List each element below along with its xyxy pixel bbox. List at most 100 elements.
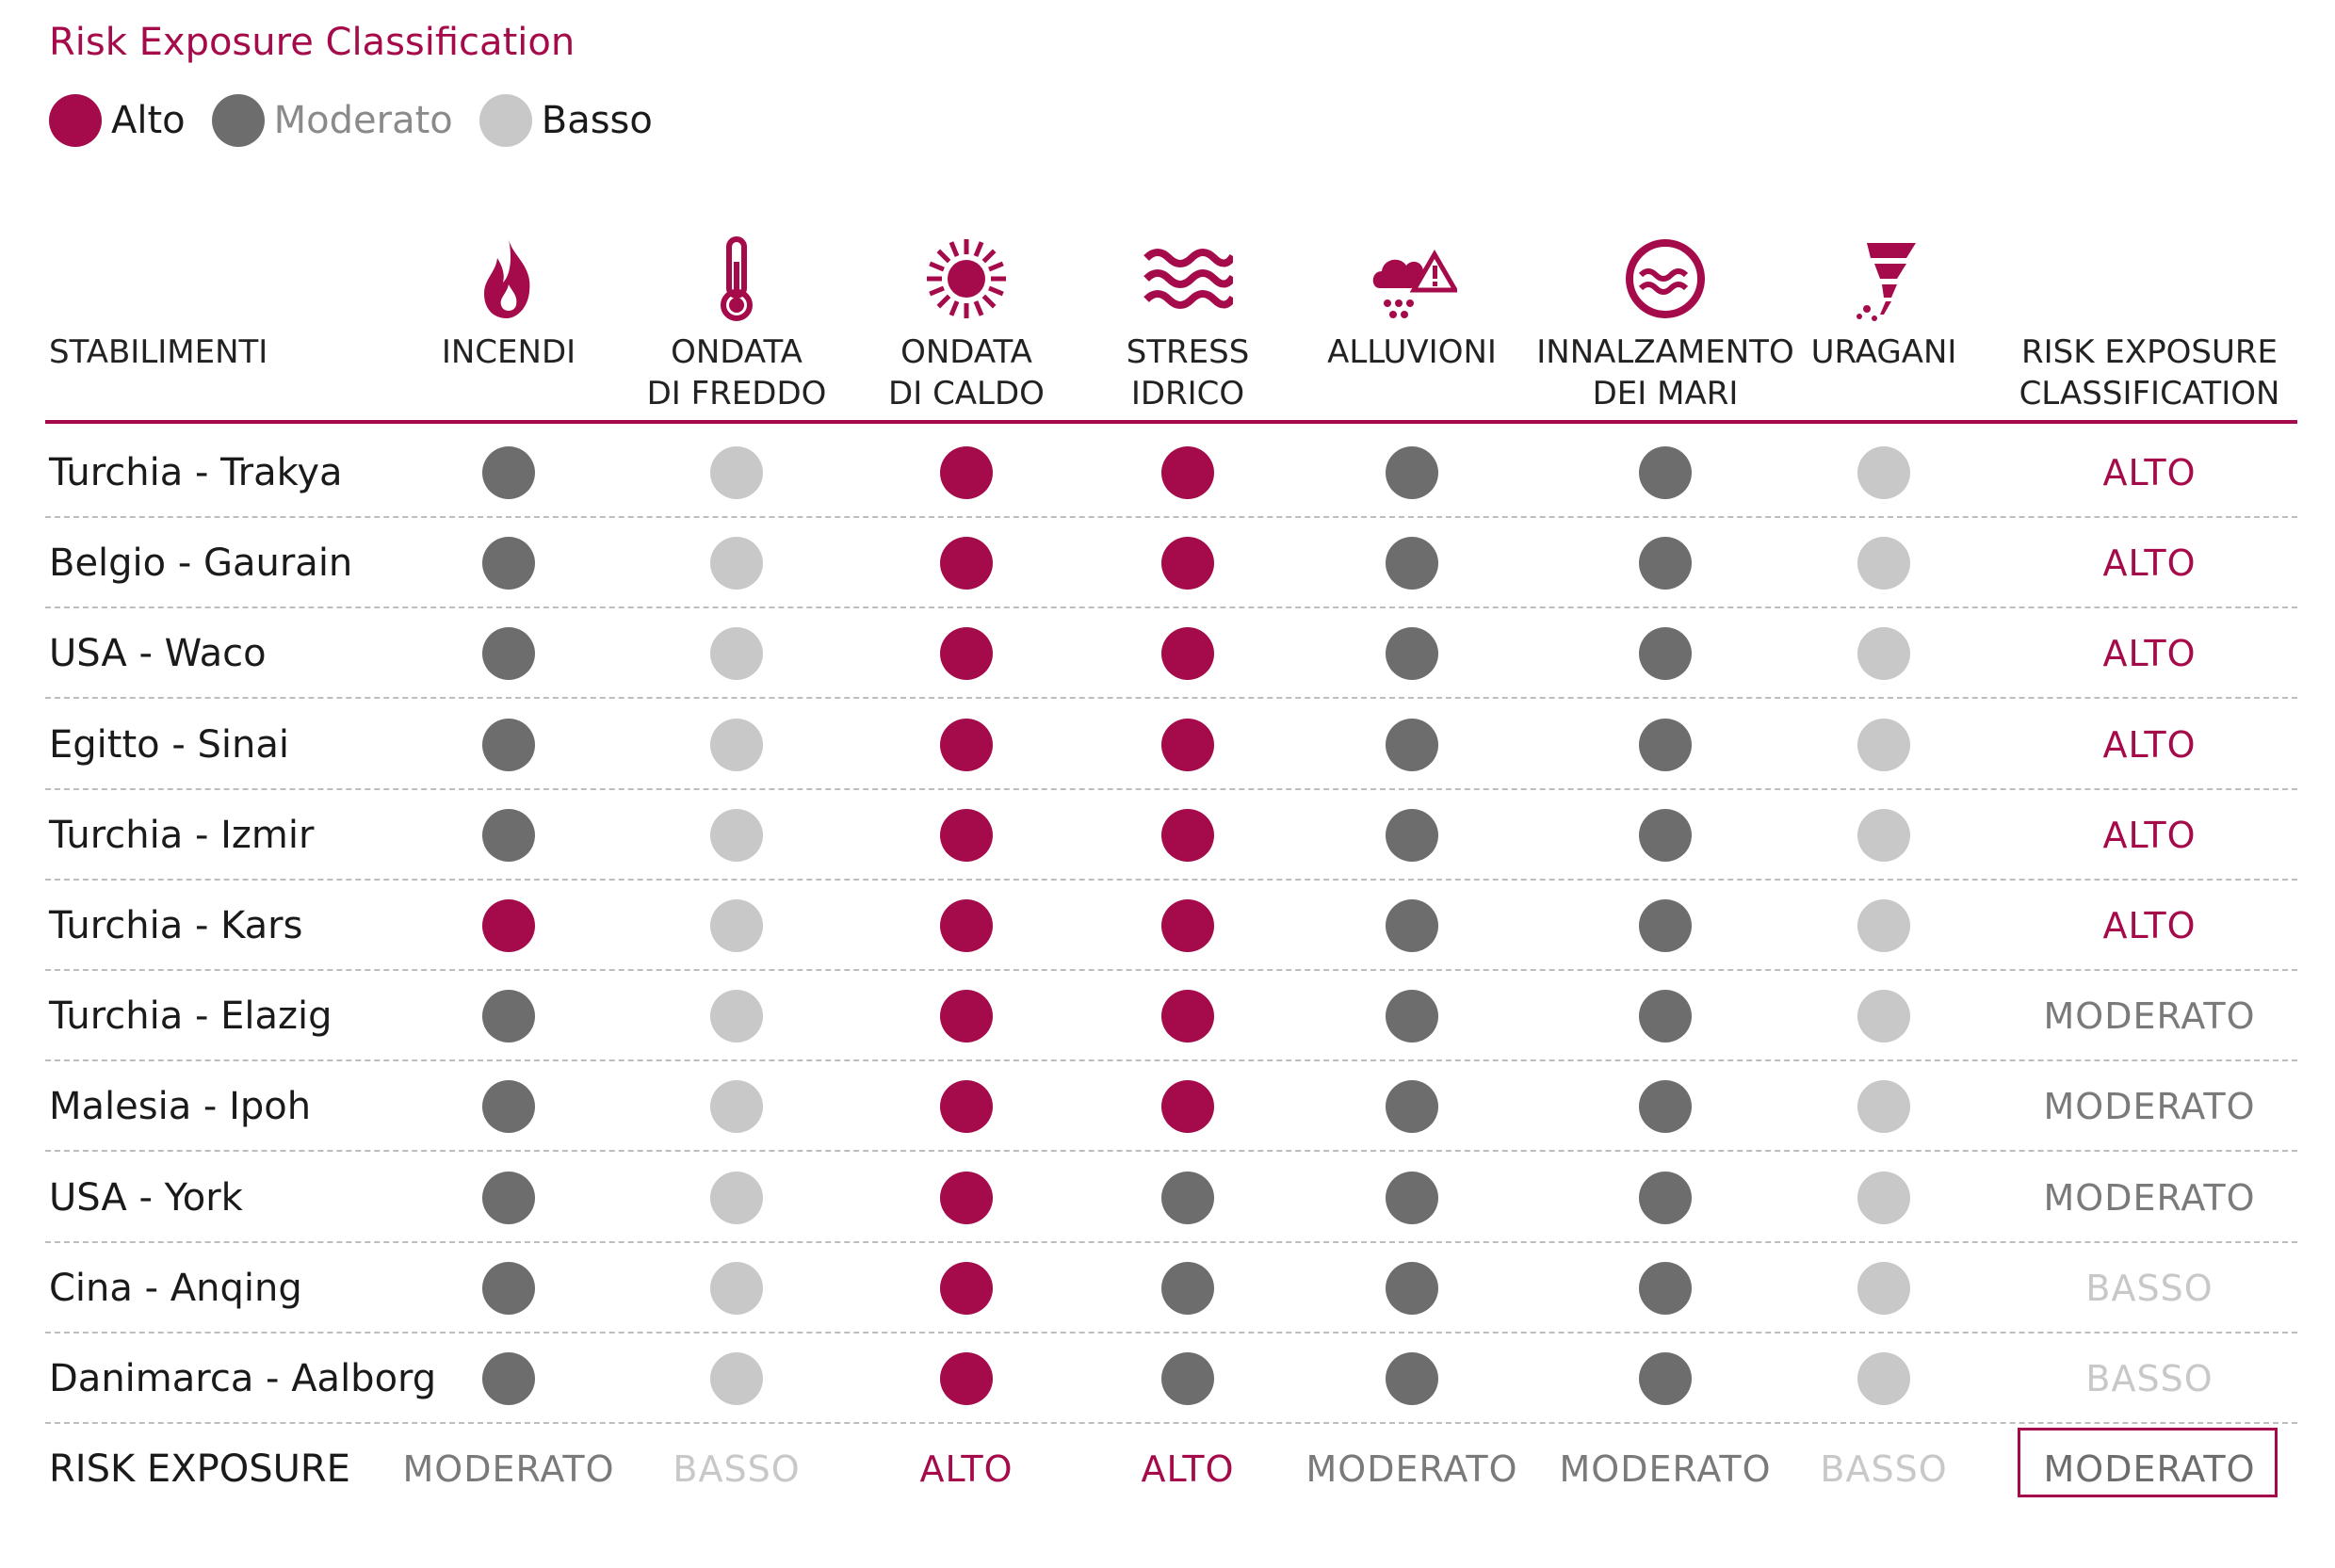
risk-dot-alto (940, 718, 993, 771)
risk-dot-moderato (1639, 990, 1692, 1043)
table-row: Turchia - Trakya ALTO (45, 428, 2297, 518)
column-header-line: ALLUVIONI (1327, 333, 1497, 371)
risk-dot-alto (1161, 718, 1214, 771)
risk-dot-alto (940, 1171, 993, 1224)
fire-icon (463, 234, 554, 328)
column-header: INCENDI (442, 331, 576, 373)
risk-dot-moderato (482, 627, 535, 681)
risk-dot-alto (1161, 627, 1214, 681)
risk-dot-alto (1161, 990, 1214, 1043)
risk-dot-alto (940, 808, 993, 862)
thermometer-icon (691, 234, 782, 328)
risk-classification: ALTO (2102, 542, 2197, 585)
table-row: Turchia - Izmir ALTO (45, 790, 2297, 881)
waves-icon (1143, 234, 1237, 328)
sun-icon (921, 234, 1012, 328)
tornado-icon (1839, 234, 1929, 328)
risk-dot-basso (710, 537, 763, 590)
risk-dot-moderato (1639, 1261, 1692, 1315)
risk-dot-moderato (1386, 899, 1438, 952)
column-header-line: DEI MARI (1592, 375, 1739, 412)
column-header: ONDATA DI FREDDO (647, 331, 827, 414)
risk-dot-basso (1857, 1352, 1910, 1405)
totals-label: RISK EXPOSURE (49, 1447, 350, 1491)
risk-dot-moderato (1639, 899, 1692, 952)
risk-dot-basso (710, 718, 763, 771)
risk-dot-alto (940, 537, 993, 590)
column-header-classification: RISK EXPOSURE CLASSIFICATION (2019, 331, 2280, 414)
risk-dot-alto (1161, 537, 1214, 590)
overall-risk-box (2018, 1428, 2278, 1497)
legend-swatch-alto (49, 94, 102, 147)
legend-item-moderato: Moderato (211, 94, 453, 147)
table-row: USA - Waco ALTO (45, 608, 2297, 700)
risk-dot-moderato (1639, 537, 1692, 590)
risk-dot-basso (1857, 537, 1910, 590)
risk-dot-basso (1857, 1080, 1910, 1134)
risk-dot-moderato (482, 537, 535, 590)
risk-dot-moderato (1639, 1080, 1692, 1134)
risk-dot-basso (1857, 1261, 1910, 1315)
risk-dot-moderato (482, 808, 535, 862)
risk-dot-basso (710, 1080, 763, 1134)
risk-dot-alto (1161, 1080, 1214, 1134)
total-risk-moderato: MODERATO (402, 1448, 615, 1490)
risk-dot-alto (482, 899, 535, 952)
risk-classification: BASSO (2085, 1358, 2213, 1399)
table-row: Turchia - Kars ALTO (45, 881, 2297, 971)
column-header-line: ONDATA (671, 333, 803, 371)
column-header: ONDATA DI CALDO (888, 331, 1045, 414)
risk-dot-alto (1161, 808, 1214, 862)
risk-dot-moderato (1639, 808, 1692, 862)
total-risk-basso: BASSO (1820, 1448, 1948, 1490)
risk-dot-moderato (1386, 627, 1438, 681)
plant-name: Turchia - Elazig (49, 994, 332, 1039)
column-header: ALLUVIONI (1327, 331, 1497, 373)
risk-dot-basso (710, 446, 763, 499)
risk-classification: MODERATO (2043, 995, 2256, 1038)
risk-dot-moderato (1386, 1171, 1438, 1224)
risk-dot-moderato (1386, 1080, 1438, 1134)
plant-name: Malesia - Ipoh (49, 1085, 312, 1129)
risk-dot-moderato (482, 1352, 535, 1405)
column-header-line: DI CALDO (888, 375, 1045, 412)
risk-dot-moderato (1639, 446, 1692, 499)
risk-classification: BASSO (2085, 1267, 2213, 1309)
risk-exposure-totals-row: RISK EXPOSURE MODERATO BASSO ALTO ALTO MODERA… (45, 1424, 2297, 1514)
risk-dot-moderato (1386, 537, 1438, 590)
risk-dot-basso (1857, 627, 1910, 681)
risk-dot-moderato (1639, 1352, 1692, 1405)
risk-dot-basso (710, 627, 763, 681)
overall-risk-value: MODERATO (2043, 1448, 2256, 1490)
plant-name: Turchia - Izmir (49, 813, 315, 857)
total-risk-alto: ALTO (1141, 1448, 1235, 1490)
header-divider (45, 420, 2297, 424)
total-risk-alto: ALTO (919, 1448, 1013, 1490)
risk-dot-moderato (1161, 1171, 1214, 1224)
legend-label: Moderato (273, 99, 453, 142)
risk-dot-moderato (1386, 718, 1438, 771)
risk-dot-basso (710, 899, 763, 952)
column-header-line: INNALZAMENTO (1536, 333, 1794, 371)
column-header-line: IDRICO (1130, 375, 1245, 412)
column-header-stabilimenti: STABILIMENTI (49, 333, 268, 371)
column-header-line: URAGANI (1810, 333, 1957, 371)
risk-dot-moderato (1639, 1171, 1692, 1224)
table-row: Turchia - Elazig MODERATO (45, 971, 2297, 1062)
sea-level-icon (1620, 234, 1711, 328)
total-risk-moderato: MODERATO (1305, 1448, 1518, 1490)
risk-dot-alto (940, 899, 993, 952)
plant-name: Danimarca - Aalborg (49, 1357, 437, 1400)
risk-dot-basso (1857, 899, 1910, 952)
risk-dot-alto (940, 446, 993, 499)
risk-classification: ALTO (2102, 905, 2197, 946)
total-risk-basso: BASSO (673, 1448, 801, 1490)
risk-dot-alto (940, 1261, 993, 1315)
plant-name: Turchia - Trakya (49, 451, 343, 494)
risk-classification: MODERATO (2043, 1086, 2256, 1128)
risk-dot-moderato (482, 446, 535, 499)
risk-dot-moderato (482, 990, 535, 1043)
column-header-line: STRESS (1126, 333, 1250, 371)
plant-name: USA - York (49, 1175, 243, 1220)
legend: Alto Moderato Basso (49, 90, 679, 151)
